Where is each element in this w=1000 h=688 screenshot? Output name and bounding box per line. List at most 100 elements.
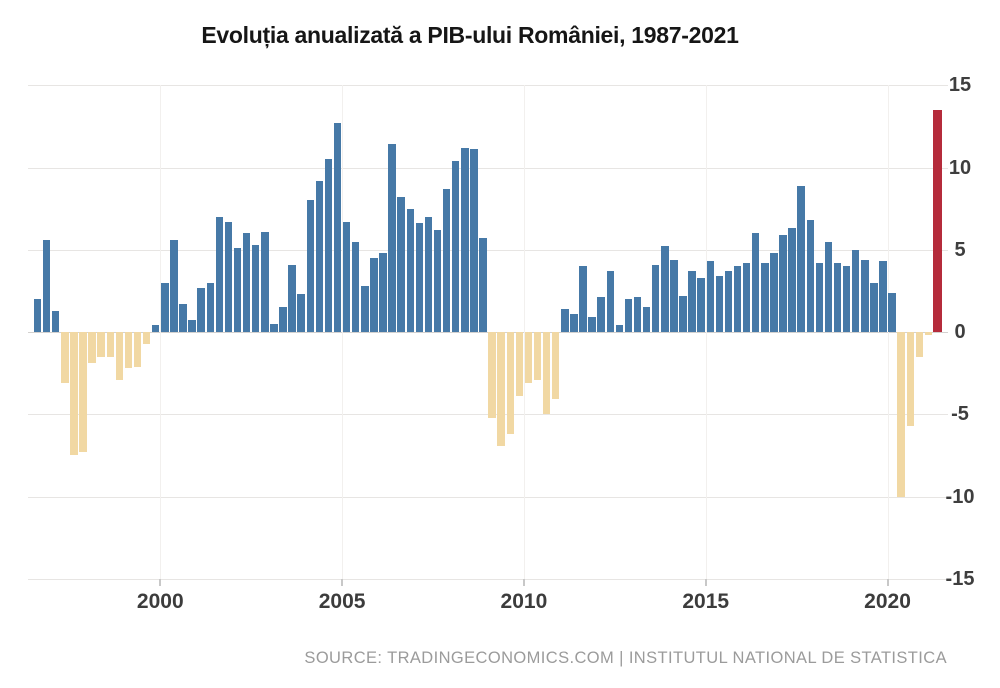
bar-2020-Q3 <box>906 332 914 426</box>
year-gridline-2015 <box>705 85 707 579</box>
bar-2000-Q4 <box>188 320 196 332</box>
bar-1997-Q1 <box>52 310 60 332</box>
bar-2011-Q3 <box>579 266 587 332</box>
bar-1997-Q3 <box>70 332 78 456</box>
bar-2011-Q2 <box>570 313 578 332</box>
y-axis-label--15: -15 <box>945 567 975 590</box>
bar-2012-Q2 <box>606 271 614 332</box>
bar-2019-Q3 <box>870 282 878 332</box>
bar-2011-Q4 <box>588 317 596 332</box>
bar-1997-Q4 <box>79 332 87 453</box>
gridline--15 <box>28 578 948 580</box>
bar-2003-Q4 <box>297 294 305 332</box>
bar-2013-Q4 <box>661 246 669 332</box>
bar-2000-Q3 <box>179 304 187 332</box>
bar-2017-Q1 <box>779 234 787 332</box>
year-gridline-2005 <box>342 85 344 579</box>
bar-2005-Q4 <box>370 257 378 332</box>
x-tick-2005 <box>341 579 344 586</box>
bar-2002-Q1 <box>233 248 242 332</box>
bar-2000-Q1 <box>161 282 169 332</box>
bar-2000-Q2 <box>170 239 178 332</box>
bar-2002-Q2 <box>242 233 251 332</box>
bar-2020-Q1 <box>888 292 896 332</box>
y-axis-label-10: 10 <box>948 156 972 179</box>
bar-2010-Q2 <box>533 332 542 380</box>
bar-2007-Q3 <box>433 230 442 332</box>
x-axis-label-2015: 2015 <box>682 590 730 613</box>
bar-2012-Q4 <box>624 299 633 332</box>
gridline-15 <box>28 85 948 87</box>
bar-1998-Q2 <box>97 332 105 357</box>
bar-1998-Q4 <box>115 332 124 380</box>
bar-2008-Q4 <box>479 238 487 332</box>
bar-1999-Q1 <box>124 332 133 369</box>
bar-2003-Q1 <box>270 323 278 332</box>
bar-2009-Q1 <box>488 332 496 418</box>
gridline-5 <box>28 249 948 251</box>
x-axis-label-2000: 2000 <box>136 590 184 613</box>
bar-2004-Q2 <box>315 180 324 332</box>
zero-gridline <box>28 332 948 333</box>
bar-2004-Q3 <box>324 159 333 332</box>
bar-2002-Q4 <box>261 231 269 332</box>
bar-1997-Q2 <box>61 332 69 383</box>
bar-2015-Q2 <box>715 276 724 332</box>
x-tick-2020 <box>886 579 889 586</box>
x-axis-label-2005: 2005 <box>318 590 366 613</box>
x-tick-2010 <box>522 579 525 586</box>
year-gridline-2000 <box>160 85 162 579</box>
bar-2020-Q4 <box>915 332 924 357</box>
year-gridline-2020 <box>887 85 889 579</box>
bar-1999-Q4 <box>152 325 160 332</box>
bar-2007-Q2 <box>424 216 433 332</box>
bar-2018-Q1 <box>815 262 824 332</box>
bar-2013-Q2 <box>642 307 651 332</box>
bar-2010-Q3 <box>542 332 551 415</box>
bar-2010-Q4 <box>552 332 560 400</box>
bar-2003-Q3 <box>288 264 296 332</box>
bar-1996-Q3 <box>33 299 42 332</box>
bar-2006-Q1 <box>379 253 387 332</box>
gridline--5 <box>28 414 948 416</box>
bar-2005-Q1 <box>342 221 351 332</box>
bar-2016-Q1 <box>742 262 751 332</box>
x-tick-2015 <box>704 579 707 586</box>
bar-2019-Q1 <box>852 249 860 332</box>
bar-2014-Q3 <box>688 271 696 332</box>
bar-2002-Q3 <box>252 244 260 332</box>
bar-2008-Q2 <box>461 147 469 332</box>
bar-2003-Q2 <box>279 307 287 332</box>
bar-2001-Q3 <box>215 216 224 332</box>
bar-2011-Q1 <box>561 308 569 332</box>
bar-2012-Q1 <box>597 297 605 332</box>
x-tick-2000 <box>159 579 162 586</box>
y-axis-label-5: 5 <box>954 238 966 261</box>
bar-2006-Q2 <box>388 144 396 332</box>
source-attribution: SOURCE: TRADINGECONOMICS.COM | INSTITUTU… <box>304 649 947 667</box>
bar-2006-Q4 <box>406 208 414 332</box>
bar-2004-Q4 <box>333 123 342 332</box>
bar-2013-Q1 <box>633 297 642 332</box>
gridline-10 <box>28 167 948 169</box>
bar-2001-Q4 <box>224 221 233 332</box>
bar-2007-Q1 <box>415 223 424 332</box>
bar-2009-Q4 <box>515 332 524 397</box>
y-axis-label--10: -10 <box>945 485 975 508</box>
bar-1999-Q2 <box>133 332 142 367</box>
bar-2004-Q1 <box>306 200 314 332</box>
bar-2007-Q4 <box>442 188 451 332</box>
bar-1998-Q3 <box>106 332 114 357</box>
chart-title: Evoluția anualizată a PIB-ului României,… <box>201 22 739 48</box>
bar-2021-Q1 <box>924 332 933 336</box>
bar-2009-Q2 <box>497 332 505 446</box>
bar-2005-Q3 <box>361 285 369 332</box>
bar-2012-Q3 <box>615 325 624 332</box>
bar-2005-Q2 <box>352 241 360 332</box>
year-gridline-2010 <box>523 85 525 579</box>
bar-2015-Q3 <box>724 271 733 332</box>
bar-2019-Q2 <box>861 259 869 332</box>
bar-2010-Q1 <box>524 332 533 383</box>
bar-2018-Q3 <box>833 262 842 332</box>
bar-2014-Q4 <box>697 277 705 332</box>
